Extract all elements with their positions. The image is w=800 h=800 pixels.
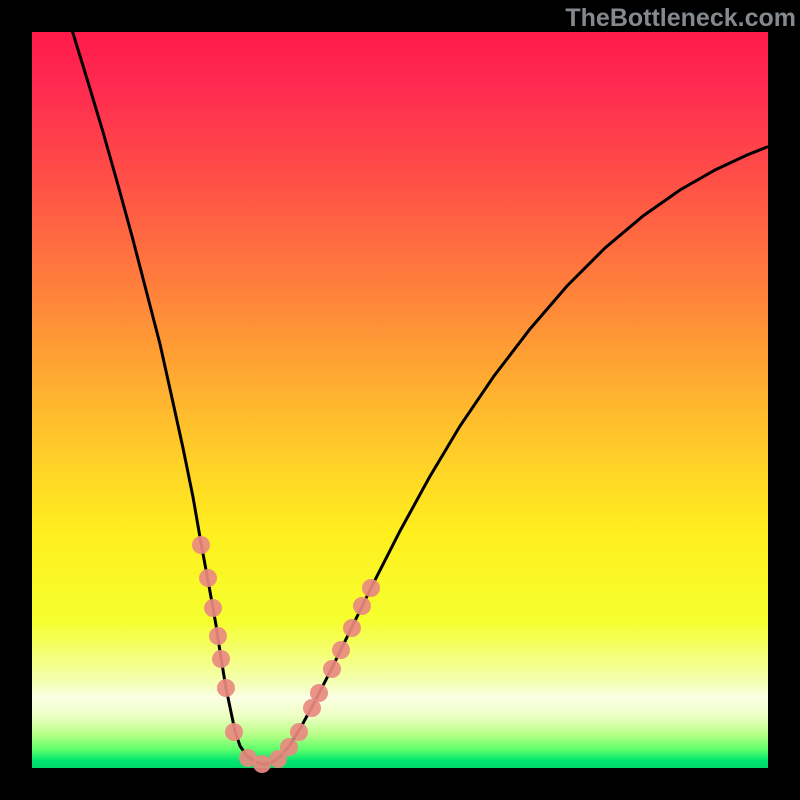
gradient-background-panel <box>32 32 768 768</box>
figure-root: TheBottleneck.com <box>0 0 800 800</box>
watermark-text: TheBottleneck.com <box>565 4 796 33</box>
